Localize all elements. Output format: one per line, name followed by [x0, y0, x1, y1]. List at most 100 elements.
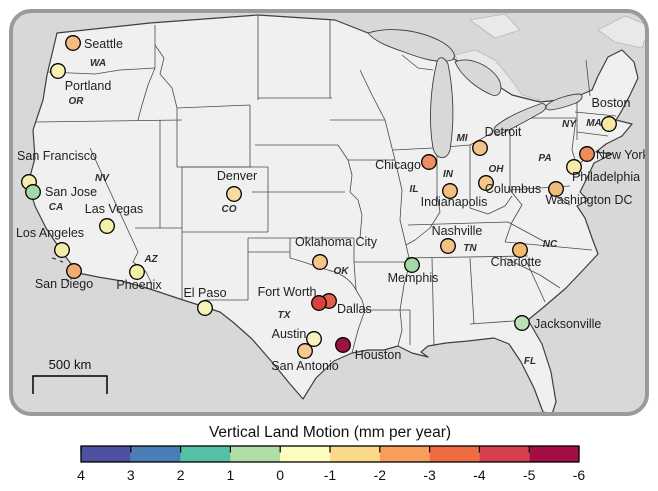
state-label-az: AZ [143, 254, 158, 265]
state-label-il: IL [410, 184, 419, 195]
city-marker-houston [335, 337, 351, 353]
colorbar-segment-8 [479, 446, 530, 462]
city-marker-detroit [472, 140, 488, 156]
city-label-jacksonville: Jacksonville [534, 317, 601, 331]
state-label-fl: FL [524, 356, 536, 367]
city-label-las-vegas: Las Vegas [85, 202, 143, 216]
colorbar-segment-4 [280, 446, 330, 462]
us-landmass [27, 14, 639, 414]
city-label-indianapolis: Indianapolis [421, 195, 488, 209]
city-marker-san-antonio [297, 343, 313, 359]
colorbar-tick-label-0: 0 [276, 467, 284, 483]
colorbar-segment-0 [81, 446, 131, 462]
city-label-philadelphia: Philadelphia [572, 170, 640, 184]
colorbar-tick-label--4: -4 [473, 467, 486, 483]
city-label-fort-worth: Fort Worth [258, 285, 317, 299]
lake-ontario [545, 93, 583, 111]
city-marker-san-jose [25, 184, 41, 200]
city-label-chicago: Chicago [375, 158, 421, 172]
state-label-oh: OH [489, 164, 505, 175]
colorbar-title: Vertical Land Motion (mm per year) [209, 424, 451, 441]
city-marker-indianapolis [442, 183, 458, 199]
colorbar-ticks [80, 446, 580, 453]
colorbar-tick-label-1: 1 [227, 467, 235, 483]
lake-michigan [430, 57, 454, 159]
city-marker-portland [50, 63, 66, 79]
colorbar-segment-6 [379, 446, 430, 462]
city-marker-columbus [478, 175, 494, 191]
city-marker-washington-dc [548, 181, 564, 197]
state-label-nv: NV [95, 173, 110, 184]
city-marker-boston [601, 116, 617, 132]
colorbar-tick-label--5: -5 [523, 467, 536, 483]
lake-erie [493, 103, 547, 135]
channel-islands [51, 257, 70, 282]
colorbar-tick-label--2: -2 [374, 467, 387, 483]
state-label-pa: PA [538, 153, 551, 164]
colorbar: Vertical Land Motion (mm per year) 4 3 2 1 0… [77, 424, 585, 483]
city-label-new-york: New York [596, 148, 650, 162]
state-label-tx: TX [278, 310, 292, 321]
city-label-san-francisco: San Francisco [17, 149, 97, 163]
city-marker-denver [226, 186, 242, 202]
city-label-memphis: Memphis [388, 271, 439, 285]
city-label-seattle: Seattle [84, 37, 123, 51]
city-marker-nashville [440, 238, 456, 254]
city-layer: Seattle Portland San Francisco San Jose Las … [16, 35, 650, 373]
city-marker-memphis [404, 257, 420, 273]
city-label-los-angeles: Los Angeles [16, 226, 84, 240]
city-label-detroit: Detroit [485, 125, 522, 139]
state-label-ca: CA [49, 202, 63, 213]
lake-huron [454, 59, 502, 96]
city-marker-new-york [579, 146, 595, 162]
colorbar-segment-7 [429, 446, 480, 462]
city-label-columbus: Columbus [485, 182, 541, 196]
colorbar-tick-label--1: -1 [324, 467, 337, 483]
scale-bar: 500 km [32, 357, 108, 394]
city-marker-fort-worth [311, 295, 327, 311]
scale-bar-label: 500 km [49, 357, 92, 372]
city-marker-el-paso [197, 300, 213, 316]
state-label-wa: WA [90, 58, 106, 69]
city-label-oklahoma-city: Oklahoma City [295, 235, 378, 249]
state-label-ok: OK [334, 266, 350, 277]
state-label-nc: NC [543, 239, 558, 250]
colorbar-tick-label-4: 4 [77, 467, 85, 483]
city-label-san-antonio: San Antonio [271, 359, 338, 373]
state-label-layer: WA OR NV CA AZ CO OK TX IL IN OH MI TN NC FL PA NY MA [49, 58, 602, 367]
colorbar-segment-1 [130, 446, 181, 462]
city-marker-oklahoma-city [312, 254, 328, 270]
city-label-dallas: Dallas [337, 302, 372, 316]
state-label-co: CO [222, 204, 237, 215]
city-label-boston: Boston [592, 96, 631, 110]
state-label-or: OR [69, 96, 85, 107]
colorbar-tick-label-3: 3 [127, 467, 135, 483]
city-label-phoenix: Phoenix [116, 278, 162, 292]
state-label-ma: MA [586, 118, 602, 129]
map-layers: WA OR NV CA AZ CO OK TX IL IN OH MI TN NC FL PA NY MA Sea… [16, 13, 650, 414]
city-label-san-diego: San Diego [35, 277, 93, 291]
colorbar-segment-5 [330, 446, 380, 462]
city-marker-jacksonville [514, 315, 530, 331]
state-label-ny: NY [562, 119, 577, 130]
city-marker-las-vegas [99, 218, 115, 234]
city-marker-austin [306, 331, 322, 347]
colorbar-tick-label--6: -6 [573, 467, 586, 483]
state-label-in: IN [443, 169, 454, 180]
colorbar-tick-label--3: -3 [423, 467, 436, 483]
colorbar-segment-9 [529, 446, 579, 462]
colorbar-tick-label-2: 2 [177, 467, 185, 483]
city-marker-charlotte [512, 242, 528, 258]
map-panel-frame [9, 9, 649, 416]
state-label-mi: MI [456, 133, 467, 144]
state-borders [35, 16, 617, 354]
city-marker-chicago [421, 154, 437, 170]
city-label-nashville: Nashville [432, 224, 483, 238]
colorbar-segment-2 [180, 446, 231, 462]
lake-superior [367, 29, 455, 62]
city-marker-los-angeles [54, 242, 70, 258]
city-marker-phoenix [129, 264, 145, 280]
city-label-austin: Austin [272, 327, 307, 341]
